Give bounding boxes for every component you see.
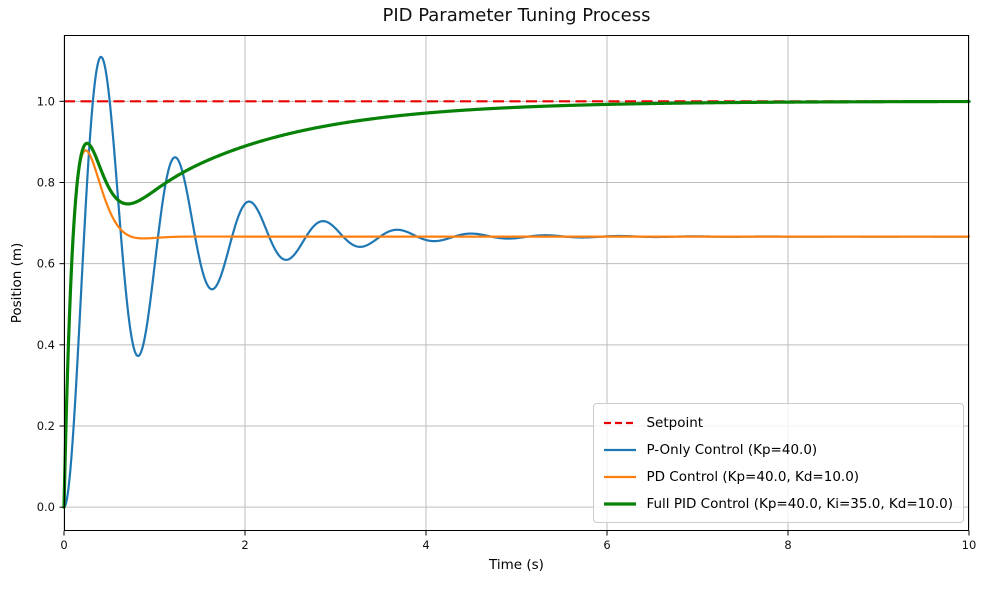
legend-item-label: P-Only Control (Kp=40.0) [646,441,818,458]
x-axis-label: Time (s) [489,557,544,573]
x-tick-label: 2 [241,538,248,552]
x-tick-label: 10 [962,538,977,552]
plot-svg: 0 2 4 6 8 10 0.0 0.2 0.4 0.6 0.8 1.0 [37,35,976,552]
legend-item: P-Only Control (Kp=40.0) [604,436,953,463]
legend: Setpoint P-Only Control (Kp=40.0) PD Contr… [593,403,964,523]
legend-item-label: Setpoint [646,414,704,431]
series-line-pd-control-kp-40-0-kd-10-0 [62,149,971,509]
x-tick-label: 0 [60,538,67,552]
series-line-full-pid-control-kp-40-0-ki-35-0-kd-10-0 [62,99,971,509]
legend-item-label: PD Control (Kp=40.0, Kd=10.0) [646,468,860,485]
legend-swatch-line-icon [604,501,637,506]
y-tick-label: 0.2 [37,419,55,433]
y-tick-label: 0.8 [37,175,55,189]
plot-area: 0 2 4 6 8 10 0.0 0.2 0.4 0.6 0.8 1.0 Setpoint P-Only… [37,35,976,552]
x-tick-label: 8 [784,538,791,552]
y-axis-label: Position (m) [9,242,25,324]
ticks-group: 0 2 4 6 8 10 0.0 0.2 0.4 0.6 0.8 1.0 [37,94,977,552]
chart-title: PID Parameter Tuning Process [382,5,651,26]
legend-item-label: Full PID Control (Kp=40.0, Ki=35.0, Kd=1… [646,495,953,512]
legend-swatch-line-icon [604,448,637,451]
legend-swatch-dashed-line-icon [604,421,637,424]
legend-item: Setpoint [604,409,953,436]
series-group [62,55,971,509]
legend-item: PD Control (Kp=40.0, Kd=10.0) [604,463,953,490]
y-tick-label: 0.0 [37,500,55,514]
y-tick-label: 1.0 [37,94,55,108]
legend-swatch-line-icon [604,475,637,478]
legend-item: Full PID Control (Kp=40.0, Ki=35.0, Kd=1… [604,490,953,517]
plot-border [64,35,969,531]
x-tick-label: 4 [422,538,429,552]
y-tick-label: 0.6 [37,257,55,271]
x-tick-label: 6 [603,538,610,552]
y-tick-label: 0.4 [37,338,55,352]
